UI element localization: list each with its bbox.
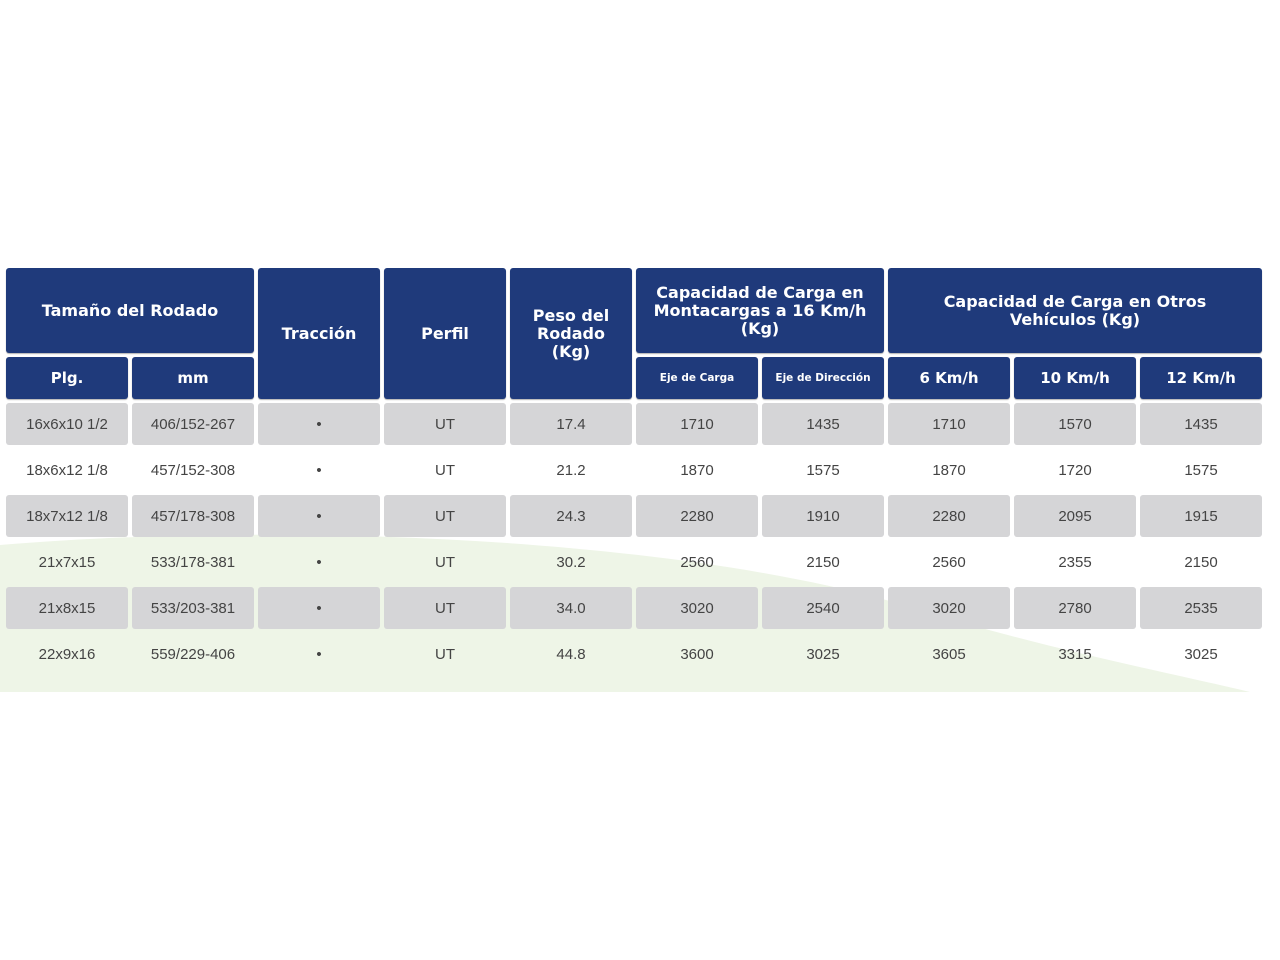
cell-6kmh: 2560 (932, 553, 966, 571)
cell-mm: 457/152-308 (150, 461, 236, 479)
cell-mm: 457/178-308 (132, 495, 254, 537)
cell-traccion: • (258, 587, 380, 629)
cell-peso: 44.8 (556, 645, 586, 663)
cell-peso: 24.3 (510, 495, 632, 537)
header-speed-6: 6 Km/h (888, 357, 1010, 399)
cell-peso: 30.2 (556, 553, 586, 571)
cell-traccion: • (316, 553, 322, 571)
cell-12kmh: 1435 (1140, 403, 1262, 445)
header-size-mm: mm (132, 357, 254, 399)
cell-eje-carga: 3020 (636, 587, 758, 629)
cell-mm: 559/229-406 (150, 645, 236, 663)
cell-6kmh: 3020 (888, 587, 1010, 629)
cell-plg: 18x6x12 1/8 (26, 461, 108, 479)
cell-perfil: UT (384, 587, 506, 629)
cell-eje-direccion: 1910 (762, 495, 884, 537)
cell-eje-direccion: 1435 (762, 403, 884, 445)
cell-plg: 18x7x12 1/8 (6, 495, 128, 537)
header-size-in: Plg. (6, 357, 128, 399)
cell-perfil: UT (435, 645, 455, 663)
cell-10kmh: 2355 (1058, 553, 1092, 571)
header-speed-10: 10 Km/h (1014, 357, 1136, 399)
cell-eje-direccion: 3025 (806, 645, 840, 663)
cell-mm: 533/203-381 (132, 587, 254, 629)
cell-plg: 21x7x15 (38, 553, 96, 571)
header-size: Tamaño del Rodado (6, 268, 254, 353)
cell-peso: 21.2 (556, 461, 586, 479)
header-profile: Perfil (384, 268, 506, 399)
header-other-capacity: Capacidad de Carga en Otros Vehículos (K… (888, 268, 1262, 353)
cell-eje-carga: 2280 (636, 495, 758, 537)
tire-spec-table: Tamaño del Rodado Tracción Perfil Peso d… (6, 268, 1274, 675)
cell-peso: 34.0 (510, 587, 632, 629)
cell-12kmh: 2535 (1140, 587, 1262, 629)
cell-10kmh: 2780 (1014, 587, 1136, 629)
cell-6kmh: 1710 (888, 403, 1010, 445)
cell-plg: 16x6x10 1/2 (6, 403, 128, 445)
cell-eje-direccion: 2150 (806, 553, 840, 571)
cell-10kmh: 1720 (1058, 461, 1092, 479)
cell-12kmh: 1915 (1140, 495, 1262, 537)
header-traction: Tracción (258, 268, 380, 399)
cell-eje-carga: 2560 (680, 553, 714, 571)
cell-perfil: UT (384, 403, 506, 445)
cell-12kmh: 2150 (1184, 553, 1218, 571)
cell-perfil: UT (384, 495, 506, 537)
cell-12kmh: 3025 (1184, 645, 1218, 663)
cell-peso: 17.4 (510, 403, 632, 445)
cell-10kmh: 2095 (1014, 495, 1136, 537)
cell-mm: 533/178-381 (150, 553, 236, 571)
cell-mm: 406/152-267 (132, 403, 254, 445)
cell-traccion: • (316, 645, 322, 663)
header-speed-12: 12 Km/h (1140, 357, 1262, 399)
header-weight: Peso del Rodado (Kg) (510, 268, 632, 399)
cell-12kmh: 1575 (1184, 461, 1218, 479)
cell-eje-carga: 1710 (636, 403, 758, 445)
cell-6kmh: 3605 (932, 645, 966, 663)
cell-traccion: • (258, 495, 380, 537)
cell-eje-carga: 1870 (680, 461, 714, 479)
cell-traccion: • (258, 403, 380, 445)
cell-perfil: UT (435, 553, 455, 571)
cell-10kmh: 3315 (1058, 645, 1092, 663)
header-steer-axle: Eje de Dirección (762, 357, 884, 399)
cell-6kmh: 2280 (888, 495, 1010, 537)
cell-eje-direccion: 2540 (762, 587, 884, 629)
cell-perfil: UT (435, 461, 455, 479)
cell-traccion: • (316, 461, 322, 479)
cell-6kmh: 1870 (932, 461, 966, 479)
cell-plg: 21x8x15 (6, 587, 128, 629)
cell-10kmh: 1570 (1014, 403, 1136, 445)
cell-plg: 22x9x16 (38, 645, 96, 663)
cell-eje-carga: 3600 (680, 645, 714, 663)
header-forklift-capacity: Capacidad de Carga en Montacargas a 16 K… (636, 268, 884, 353)
header-load-axle: Eje de Carga (636, 357, 758, 399)
cell-eje-direccion: 1575 (806, 461, 840, 479)
